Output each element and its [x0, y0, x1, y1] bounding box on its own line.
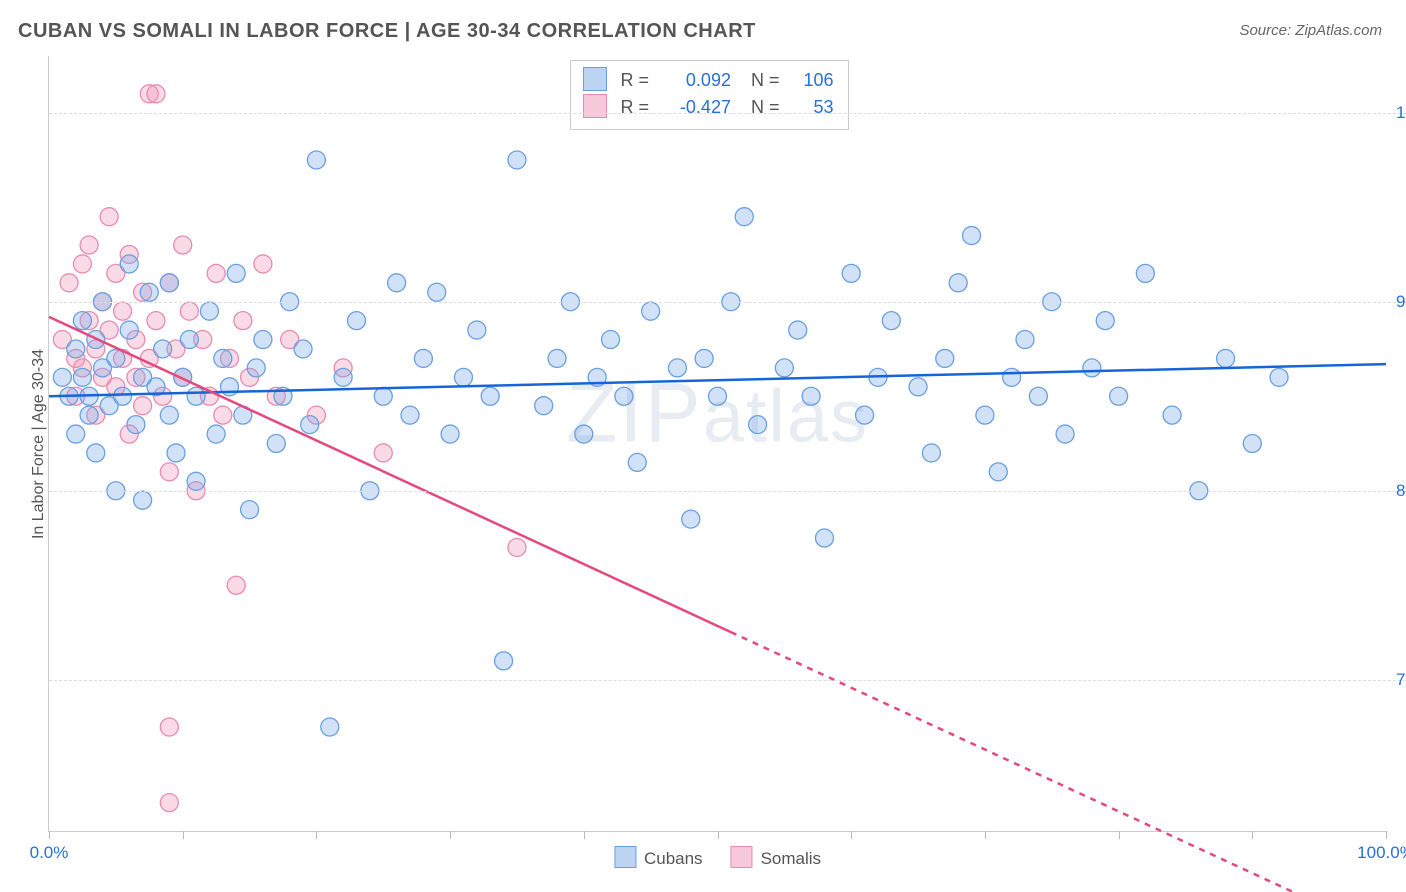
correlation-legend: R = 0.092 N = 106 R = -0.427 N = 53 — [570, 60, 848, 130]
n-value-cubans: 106 — [790, 67, 834, 94]
swatch-somalis — [731, 846, 753, 868]
y-axis-label: In Labor Force | Age 30-34 — [30, 348, 48, 538]
x-tick-label: 100.0% — [1357, 843, 1406, 863]
y-tick-label: 70.0% — [1396, 670, 1406, 690]
y-tick-label: 80.0% — [1396, 481, 1406, 501]
y-tick-label: 90.0% — [1396, 292, 1406, 312]
y-tick-label: 100.0% — [1396, 103, 1406, 123]
source-attribution: Source: ZipAtlas.com — [1239, 22, 1382, 39]
swatch-cubans — [614, 846, 636, 868]
plot-area: In Labor Force | Age 30-34 ZIPatlas R = … — [48, 56, 1386, 832]
legend-item-cubans: Cubans — [614, 846, 703, 869]
legend-item-somalis: Somalis — [731, 846, 821, 869]
swatch-cubans — [583, 67, 607, 91]
series-legend: Cubans Somalis — [614, 846, 821, 869]
r-value-somalis: -0.427 — [659, 94, 731, 121]
x-tick-label: 0.0% — [30, 843, 69, 863]
plot-svg — [49, 56, 1386, 831]
chart-container: CUBAN VS SOMALI IN LABOR FORCE | AGE 30-… — [0, 0, 1406, 892]
swatch-somalis — [583, 94, 607, 118]
chart-title: CUBAN VS SOMALI IN LABOR FORCE | AGE 30-… — [18, 20, 756, 43]
corr-row-cubans: R = 0.092 N = 106 — [583, 67, 833, 94]
r-value-cubans: 0.092 — [659, 67, 731, 94]
n-value-somalis: 53 — [790, 94, 834, 121]
corr-row-somalis: R = -0.427 N = 53 — [583, 94, 833, 121]
